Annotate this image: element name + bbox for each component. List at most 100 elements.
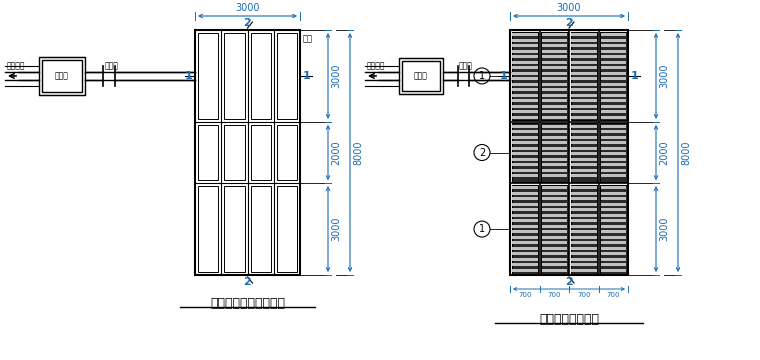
Text: 3000: 3000 xyxy=(331,64,341,88)
Bar xyxy=(541,77,567,80)
Bar xyxy=(600,163,626,166)
Text: 8000: 8000 xyxy=(353,140,363,165)
Bar xyxy=(571,192,597,195)
Bar xyxy=(600,136,626,139)
Bar xyxy=(600,82,626,85)
Bar xyxy=(541,82,567,85)
Bar xyxy=(541,269,567,272)
Bar xyxy=(277,186,297,272)
Bar xyxy=(600,241,626,244)
Text: 2000: 2000 xyxy=(659,140,669,165)
Bar xyxy=(571,82,597,85)
Text: 3000: 3000 xyxy=(659,217,669,241)
Bar xyxy=(541,72,567,75)
Bar xyxy=(512,213,537,217)
Text: 2: 2 xyxy=(565,277,573,287)
Bar xyxy=(600,185,626,274)
Bar xyxy=(512,72,537,75)
Bar xyxy=(600,31,626,120)
Bar xyxy=(600,263,626,266)
Bar xyxy=(512,55,537,58)
Text: 沉泥池: 沉泥池 xyxy=(55,71,69,80)
Bar xyxy=(510,30,628,275)
Bar xyxy=(541,163,567,166)
Bar xyxy=(600,123,626,182)
Bar xyxy=(571,230,597,233)
Bar xyxy=(571,213,597,217)
Bar xyxy=(541,123,568,182)
Bar xyxy=(571,66,597,69)
Bar xyxy=(600,104,626,108)
Bar xyxy=(600,213,626,217)
Bar xyxy=(512,186,537,189)
Bar xyxy=(541,169,567,172)
Bar xyxy=(512,203,537,206)
Bar xyxy=(600,141,626,144)
Bar xyxy=(511,31,538,120)
Text: 市政管道: 市政管道 xyxy=(7,61,26,70)
Bar xyxy=(571,110,597,113)
Bar xyxy=(251,33,271,119)
Bar xyxy=(512,44,537,47)
Bar xyxy=(512,125,537,128)
Bar xyxy=(541,225,567,228)
Bar xyxy=(541,241,567,244)
Bar xyxy=(541,136,567,139)
Text: 3000: 3000 xyxy=(236,3,260,13)
Bar xyxy=(571,252,597,255)
Bar xyxy=(600,225,626,228)
Bar xyxy=(600,192,626,195)
Bar xyxy=(42,60,82,92)
Bar xyxy=(541,99,567,102)
Bar xyxy=(571,219,597,222)
Bar xyxy=(541,116,567,118)
Bar xyxy=(195,30,300,275)
Bar xyxy=(571,99,597,102)
Bar xyxy=(541,31,568,120)
Bar xyxy=(571,236,597,239)
Bar xyxy=(512,258,537,261)
Bar xyxy=(571,60,597,63)
Bar xyxy=(512,236,537,239)
Bar xyxy=(512,252,537,255)
Bar xyxy=(571,269,597,272)
Bar xyxy=(512,99,537,102)
Bar xyxy=(511,123,538,182)
Bar xyxy=(571,49,597,53)
Bar xyxy=(541,39,567,41)
Bar xyxy=(512,82,537,85)
Bar xyxy=(512,104,537,108)
Bar xyxy=(600,99,626,102)
Bar xyxy=(600,60,626,63)
Bar xyxy=(512,49,537,53)
Bar xyxy=(600,252,626,255)
Bar xyxy=(600,197,626,200)
Bar xyxy=(541,158,567,161)
Bar xyxy=(541,252,567,255)
Bar xyxy=(600,77,626,80)
Bar xyxy=(512,269,537,272)
Bar xyxy=(512,116,537,118)
Bar xyxy=(571,116,597,118)
Bar xyxy=(600,72,626,75)
Bar xyxy=(600,33,626,36)
Bar xyxy=(600,236,626,239)
Bar xyxy=(224,33,245,119)
Bar xyxy=(600,174,626,177)
Text: 2: 2 xyxy=(244,18,252,28)
Bar xyxy=(571,130,597,133)
Bar xyxy=(600,152,626,156)
Bar xyxy=(541,44,567,47)
Bar xyxy=(571,169,597,172)
Bar xyxy=(224,125,245,180)
Bar xyxy=(571,203,597,206)
Text: 700: 700 xyxy=(518,292,531,298)
Bar xyxy=(600,247,626,249)
Bar xyxy=(571,225,597,228)
Bar xyxy=(541,186,567,189)
Bar xyxy=(600,116,626,118)
Text: 3000: 3000 xyxy=(331,217,341,241)
Bar xyxy=(571,31,597,120)
Bar xyxy=(251,186,271,272)
Bar xyxy=(571,104,597,108)
